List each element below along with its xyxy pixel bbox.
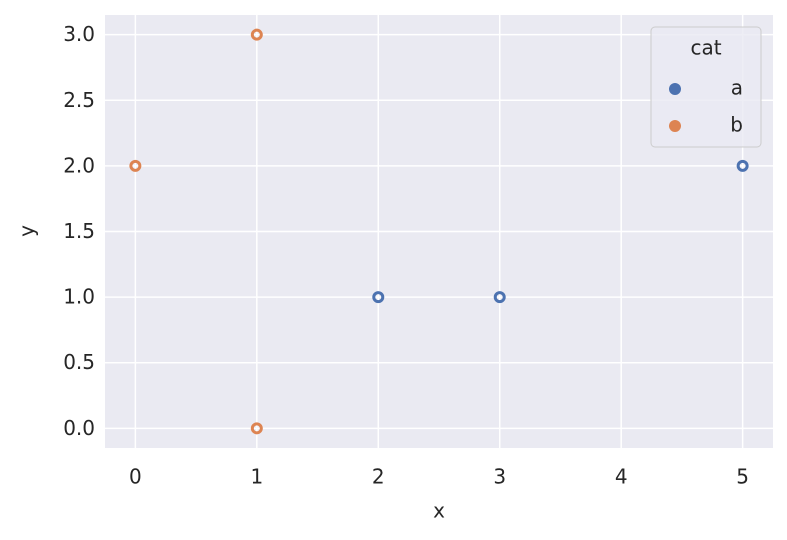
y-tick-label: 2.5 xyxy=(63,88,95,112)
point xyxy=(129,159,142,172)
point xyxy=(493,291,506,304)
legend-label: b xyxy=(730,113,743,137)
point xyxy=(250,28,263,41)
x-tick-label: 5 xyxy=(736,465,749,489)
legend-label: a xyxy=(731,76,743,100)
marks xyxy=(129,28,749,435)
legend-marker xyxy=(669,120,681,132)
y-tick-label: 2.0 xyxy=(63,153,95,177)
legend-box xyxy=(650,26,762,148)
y-axis-label: y xyxy=(15,225,39,237)
legend-title: cat xyxy=(690,36,721,60)
point xyxy=(250,422,263,435)
x-tick-label: 0 xyxy=(129,465,142,489)
grid xyxy=(105,15,773,448)
y-tick-label: 1.5 xyxy=(63,219,95,243)
x-tick-label: 1 xyxy=(250,465,263,489)
point xyxy=(372,291,385,304)
x-tick-label: 4 xyxy=(615,465,628,489)
x-tick-label: 3 xyxy=(493,465,506,489)
y-tick-label: 0.0 xyxy=(63,416,95,440)
x-axis-label: x xyxy=(433,499,445,523)
point xyxy=(736,159,749,172)
y-tick-label: 0.5 xyxy=(63,350,95,374)
x-tick-label: 2 xyxy=(372,465,385,489)
y-tick-label: 1.0 xyxy=(63,285,95,309)
y-tick-label: 3.0 xyxy=(63,22,95,46)
legend-marker xyxy=(669,83,681,95)
